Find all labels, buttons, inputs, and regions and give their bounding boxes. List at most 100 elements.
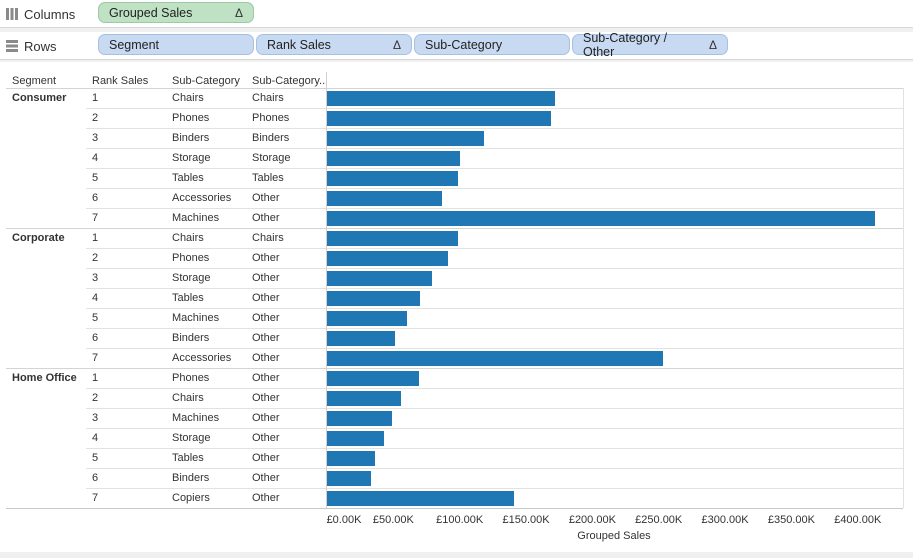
- rows-icon: [6, 40, 18, 52]
- x-tick-label: £100.00K: [436, 514, 484, 526]
- sub-category-label: Tables: [172, 452, 204, 464]
- rank-label: 7: [92, 352, 99, 364]
- x-axis-title[interactable]: Grouped Sales: [577, 530, 651, 542]
- pane-right-border: [903, 88, 904, 508]
- rank-label: 5: [92, 172, 99, 184]
- sub-category-label: Storage: [172, 272, 211, 284]
- sub-category-label: Machines: [172, 412, 220, 424]
- row-divider: [86, 148, 903, 149]
- sub-category-label: Phones: [172, 112, 210, 124]
- sub-category-other-label: Other: [252, 312, 280, 324]
- pane-left-border: [326, 72, 327, 508]
- rank-label: 2: [92, 112, 99, 124]
- bar[interactable]: [327, 411, 392, 426]
- header-rank-sales[interactable]: Rank Sales: [92, 75, 149, 87]
- columns-shelf-label: Columns: [6, 6, 75, 22]
- bar[interactable]: [327, 491, 514, 506]
- sub-category-label: Binders: [172, 332, 210, 344]
- sub-category-label: Tables: [172, 172, 204, 184]
- rows-label-text: Rows: [24, 38, 57, 54]
- header-segment[interactable]: Segment: [12, 75, 57, 87]
- sub-category-other-label: Other: [252, 412, 280, 424]
- bar[interactable]: [327, 391, 401, 406]
- x-tick-label: £350.00K: [767, 514, 815, 526]
- pill-label: Sub-Category / Other: [583, 30, 668, 59]
- sub-category-label: Phones: [172, 372, 210, 384]
- pill-grouped-sales[interactable]: Grouped Sales Δ: [98, 2, 254, 23]
- delta-icon: Δ: [234, 5, 243, 20]
- pill-sub-category[interactable]: Sub-Category: [414, 34, 570, 55]
- rank-label: 1: [92, 372, 99, 384]
- bar[interactable]: [327, 251, 448, 266]
- header-sub-category[interactable]: Sub-Category: [172, 75, 240, 87]
- bar[interactable]: [327, 471, 371, 486]
- x-tick-label: £0.00K: [326, 514, 362, 526]
- bar[interactable]: [327, 191, 442, 206]
- pill-rank-sales[interactable]: Rank Sales Δ: [256, 34, 412, 55]
- sub-category-other-label: Other: [252, 352, 280, 364]
- pill-segment[interactable]: Segment: [98, 34, 254, 55]
- segment-divider: [6, 88, 903, 89]
- pill-label: Segment: [109, 37, 160, 52]
- rank-label: 7: [92, 492, 99, 504]
- rank-label: 7: [92, 212, 99, 224]
- sub-category-label: Machines: [172, 312, 220, 324]
- columns-label-text: Columns: [24, 6, 76, 22]
- sub-category-label: Chairs: [172, 392, 204, 404]
- x-tick-label: £200.00K: [568, 514, 616, 526]
- rank-label: 3: [92, 132, 99, 144]
- bar[interactable]: [327, 151, 460, 166]
- segment-label: Corporate: [12, 232, 65, 244]
- rank-label: 5: [92, 452, 99, 464]
- row-divider: [86, 468, 903, 469]
- rank-label: 2: [92, 392, 99, 404]
- bar[interactable]: [327, 91, 555, 106]
- rank-label: 5: [92, 312, 99, 324]
- sub-category-label: Phones: [172, 252, 210, 264]
- segment-label: Home Office: [12, 372, 77, 384]
- bar[interactable]: [327, 131, 484, 146]
- header-sub-category-other[interactable]: Sub-Category..: [252, 75, 326, 87]
- bar[interactable]: [327, 171, 458, 186]
- bar[interactable]: [327, 351, 663, 366]
- rank-label: 6: [92, 192, 99, 204]
- bar[interactable]: [327, 211, 875, 226]
- rank-label: 6: [92, 472, 99, 484]
- sub-category-other-label: Binders: [252, 132, 290, 144]
- delta-icon: Δ: [392, 37, 401, 52]
- row-divider: [86, 188, 903, 189]
- bar[interactable]: [327, 231, 458, 246]
- sub-category-other-label: Chairs: [252, 232, 284, 244]
- bar[interactable]: [327, 331, 395, 346]
- bar[interactable]: [327, 291, 420, 306]
- rank-label: 1: [92, 92, 99, 104]
- pill-label: Grouped Sales: [109, 5, 193, 20]
- row-divider: [86, 168, 903, 169]
- bar[interactable]: [327, 431, 384, 446]
- chart-bottom-border: [6, 508, 903, 509]
- columns-icon: [6, 8, 18, 20]
- pill-sub-category-other[interactable]: Sub-Category / Other Δ: [572, 31, 728, 59]
- rank-label: 6: [92, 332, 99, 344]
- bar[interactable]: [327, 271, 432, 286]
- sub-category-label: Chairs: [172, 232, 204, 244]
- row-divider: [86, 488, 903, 489]
- bar[interactable]: [327, 311, 407, 326]
- row-divider: [86, 448, 903, 449]
- rows-shelf: Rows Segment Rank Sales Δ Sub-Category S…: [0, 31, 913, 60]
- row-divider: [86, 408, 903, 409]
- row-divider: [86, 268, 903, 269]
- row-divider: [86, 388, 903, 389]
- rank-label: 3: [92, 412, 99, 424]
- bar[interactable]: [327, 111, 551, 126]
- x-tick-label: £250.00K: [635, 514, 683, 526]
- bar[interactable]: [327, 371, 419, 386]
- bar[interactable]: [327, 451, 375, 466]
- sub-category-other-label: Tables: [252, 172, 284, 184]
- sub-category-other-label: Other: [252, 492, 280, 504]
- rank-label: 4: [92, 432, 99, 444]
- rank-label: 2: [92, 252, 99, 264]
- sub-category-label: Accessories: [172, 192, 232, 204]
- sub-category-other-label: Other: [252, 252, 280, 264]
- sub-category-label: Copiers: [172, 492, 210, 504]
